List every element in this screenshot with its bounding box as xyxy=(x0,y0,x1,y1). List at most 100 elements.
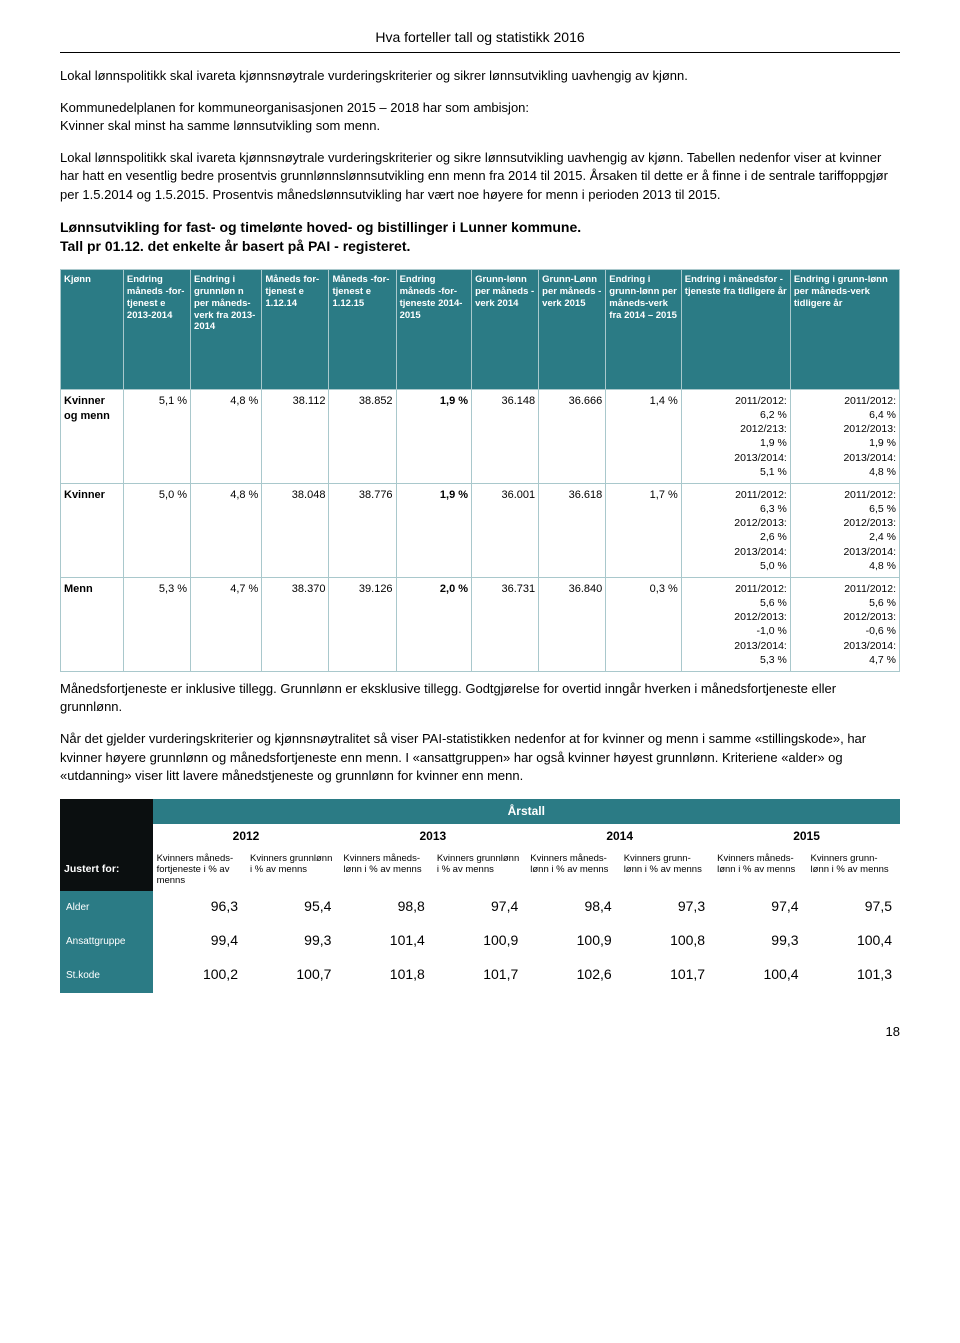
page-number: 18 xyxy=(60,1023,900,1041)
table-cell: 96,3 xyxy=(153,891,246,925)
table-row: Ansattgruppe99,499,3101,4100,9100,9100,8… xyxy=(60,925,900,959)
section-title-1a: Lønnsutvikling for fast- og timelønte ho… xyxy=(60,219,581,235)
section-title-1b: Tall pr 01.12. det enkelte år basert på … xyxy=(60,238,410,254)
table-header-row: Kjønn Endring måneds -for-tjenest e 2013… xyxy=(61,269,900,389)
table-cell: 5,1 % xyxy=(123,389,190,483)
year-2015: 2015 xyxy=(713,824,900,849)
table-cell: 2011/2012: 6,4 % 2012/2013: 1,9 % 2013/2… xyxy=(790,389,899,483)
t1-h1: Endring måneds -for-tjenest e 2013-2014 xyxy=(123,269,190,389)
table-cell: 36.148 xyxy=(472,389,539,483)
table-cell: 100,9 xyxy=(526,925,619,959)
t2-sh1: Kvinners grunnlønn i % av menns xyxy=(246,849,339,891)
row-label: St.kode xyxy=(60,959,153,993)
wage-development-table: Kjønn Endring måneds -for-tjenest e 2013… xyxy=(60,269,900,672)
table-cell: 101,7 xyxy=(620,959,713,993)
paragraph-2a: Kommunedelplanen for kommuneorganisasjon… xyxy=(60,100,529,115)
table-cell: 98,8 xyxy=(339,891,432,925)
table-cell: 38.852 xyxy=(329,389,396,483)
table-row: Kvinner og menn5,1 %4,8 %38.11238.8521,9… xyxy=(61,389,900,483)
table-cell: 97,4 xyxy=(713,891,806,925)
table-cell: 97,3 xyxy=(620,891,713,925)
table-cell: 36.001 xyxy=(472,483,539,577)
t2-sh5: Kvinners grunn-lønn i % av menns xyxy=(620,849,713,891)
table-cell: 2011/2012: 6,3 % 2012/2013: 2,6 % 2013/2… xyxy=(681,483,790,577)
paragraph-1: Lokal lønnspolitikk skal ivareta kjønnsn… xyxy=(60,67,900,85)
table-cell: 2011/2012: 5,6 % 2012/2013: -0,6 % 2013/… xyxy=(790,577,899,671)
t1-h9: Endring i månedsfor - tjeneste fra tidli… xyxy=(681,269,790,389)
year-2012: 2012 xyxy=(153,824,340,849)
table-cell: 38.370 xyxy=(262,577,329,671)
paragraph-5: Når det gjelder vurderingskriterier og k… xyxy=(60,730,900,785)
pai-statistics-table: Årstall 2012 2013 2014 2015 Justert for:… xyxy=(60,799,900,993)
table-cell: 100,4 xyxy=(807,925,900,959)
table-cell: 36.731 xyxy=(472,577,539,671)
paragraph-2: Kommunedelplanen for kommuneorganisasjon… xyxy=(60,99,900,135)
t1-h8: Endring i grunn-lønn per måneds-verk fra… xyxy=(606,269,682,389)
table-row: Alder96,395,498,897,498,497,397,497,5 xyxy=(60,891,900,925)
t1-h4: Måneds -for-tjenest e 1.12.15 xyxy=(329,269,396,389)
table-cell: 4,7 % xyxy=(191,577,262,671)
table-cell: 100,8 xyxy=(620,925,713,959)
t2-sh2: Kvinners måneds-lønn i % av menns xyxy=(339,849,432,891)
table-cell: 1,9 % xyxy=(396,389,472,483)
t1-h5: Endring måneds -for-tjeneste 2014-2015 xyxy=(396,269,472,389)
table-cell: 100,4 xyxy=(713,959,806,993)
page-header-title: Hva forteller tall og statistikk 2016 xyxy=(60,28,900,48)
paragraph-2b: Kvinner skal minst ha samme lønnsutvikli… xyxy=(60,118,380,133)
table-row: Menn5,3 %4,7 %38.37039.1262,0 %36.73136.… xyxy=(61,577,900,671)
t2-sh0: Kvinners måneds-fortjeneste i % av menns xyxy=(153,849,246,891)
table-cell: 102,6 xyxy=(526,959,619,993)
t1-h10: Endring i grunn-lønn per måneds-verk tid… xyxy=(790,269,899,389)
table-cell: 2011/2012: 6,5 % 2012/2013: 2,4 % 2013/2… xyxy=(790,483,899,577)
t1-h0: Kjønn xyxy=(61,269,124,389)
table-cell: 101,8 xyxy=(339,959,432,993)
t1-h7: Grunn-Lønn per måneds - verk 2015 xyxy=(539,269,606,389)
table-cell: 5,0 % xyxy=(123,483,190,577)
table-cell: 101,7 xyxy=(433,959,526,993)
table-cell: 38.112 xyxy=(262,389,329,483)
table-cell: 2011/2012: 6,2 % 2012/213: 1,9 % 2013/20… xyxy=(681,389,790,483)
table-cell: 1,4 % xyxy=(606,389,682,483)
arstall-row: Årstall xyxy=(60,799,900,824)
table-cell: 100,9 xyxy=(433,925,526,959)
table-cell: 1,9 % xyxy=(396,483,472,577)
table-cell: 98,4 xyxy=(526,891,619,925)
table-cell: Kvinner xyxy=(61,483,124,577)
table-cell: 38.048 xyxy=(262,483,329,577)
year-2014: 2014 xyxy=(526,824,713,849)
justert-for-label: Justert for: xyxy=(60,849,153,891)
t2-sh4: Kvinners måneds-lønn i % av menns xyxy=(526,849,619,891)
row-label: Alder xyxy=(60,891,153,925)
table-cell: 2011/2012: 5,6 % 2012/2013: -1,0 % 2013/… xyxy=(681,577,790,671)
table-cell: 38.776 xyxy=(329,483,396,577)
t1-h2: Endring i grunnløn n per måneds-verk fra… xyxy=(191,269,262,389)
table-cell: 99,4 xyxy=(153,925,246,959)
paragraph-3: Lokal lønnspolitikk skal ivareta kjønnsn… xyxy=(60,149,900,204)
table-cell: 99,3 xyxy=(246,925,339,959)
table-cell: 36.618 xyxy=(539,483,606,577)
table-row: St.kode100,2100,7101,8101,7102,6101,7100… xyxy=(60,959,900,993)
table-cell: 1,7 % xyxy=(606,483,682,577)
table-cell: 100,7 xyxy=(246,959,339,993)
t2-sh7: Kvinners grunn-lønn i % av menns xyxy=(807,849,900,891)
table-cell: 4,8 % xyxy=(191,483,262,577)
table-row: Kvinner5,0 %4,8 %38.04838.7761,9 %36.001… xyxy=(61,483,900,577)
table-cell: 2,0 % xyxy=(396,577,472,671)
section-title-1: Lønnsutvikling for fast- og timelønte ho… xyxy=(60,218,900,257)
subheader-row: Justert for: Kvinners måneds-fortjeneste… xyxy=(60,849,900,891)
table-cell: 0,3 % xyxy=(606,577,682,671)
paragraph-4: Månedsfortjeneste er inklusive tillegg. … xyxy=(60,680,900,716)
table-cell: Menn xyxy=(61,577,124,671)
table-cell: 95,4 xyxy=(246,891,339,925)
table-cell: 97,4 xyxy=(433,891,526,925)
row-label: Ansattgruppe xyxy=(60,925,153,959)
t1-h3: Måneds for-tjenest e 1.12.14 xyxy=(262,269,329,389)
year-2013: 2013 xyxy=(339,824,526,849)
table-cell: 4,8 % xyxy=(191,389,262,483)
table-cell: Kvinner og menn xyxy=(61,389,124,483)
header-rule xyxy=(60,52,900,53)
table-cell: 101,4 xyxy=(339,925,432,959)
table-cell: 39.126 xyxy=(329,577,396,671)
table-cell: 5,3 % xyxy=(123,577,190,671)
table-cell: 99,3 xyxy=(713,925,806,959)
